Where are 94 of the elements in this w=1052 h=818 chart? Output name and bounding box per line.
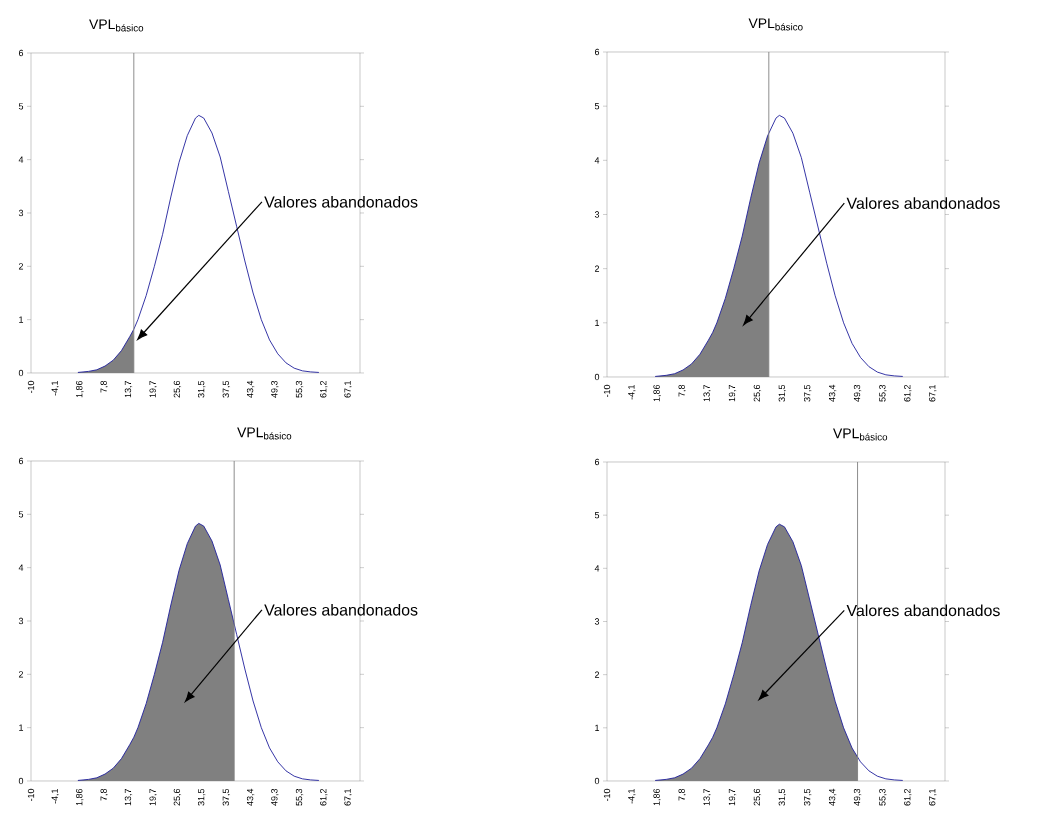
x-tick-label: 37,5 [803, 384, 812, 402]
x-tick-label: -10 [603, 384, 611, 398]
x-tick-label: 7,8 [678, 788, 686, 801]
x-tick-label: 55,3 [295, 788, 304, 806]
y-tick-label: 2 [594, 265, 600, 272]
x-tick-label: 25,6 [173, 788, 182, 806]
x-tick-label: 19,7 [149, 380, 157, 398]
y-tick-label: 2 [18, 263, 24, 270]
y-tick-label: 4 [594, 157, 600, 164]
y-tick-label: 0 [594, 373, 600, 381]
chart-title: VPL$_{básico}$ [748, 18, 803, 31]
x-tick-label: 1,86 [76, 380, 84, 398]
y-tick-label: 6 [18, 457, 24, 465]
x-tick-label: 43,4 [246, 788, 255, 806]
x-tick-label: 37,5 [222, 380, 231, 398]
y-tick-label: 3 [18, 209, 24, 217]
x-tick-label: 31,5 [197, 788, 206, 806]
x-tick-label: 55,3 [295, 380, 304, 398]
x-tick-label: -4,1 [628, 788, 636, 804]
y-tick-label: 2 [594, 671, 600, 678]
y-tick-label: 1 [595, 319, 600, 326]
y-tick-label: 0 [594, 777, 600, 785]
x-tick-label: 43,4 [828, 788, 837, 806]
x-tick-label: 19,7 [728, 788, 737, 806]
y-tick-label: 1 [19, 316, 24, 323]
x-tick-label: 49,3 [271, 788, 279, 806]
x-tick-label: -10 [603, 788, 611, 802]
x-tick-label: -10 [27, 380, 35, 394]
x-tick-label: 31,5 [197, 380, 206, 398]
x-tick-label: 61,2 [320, 788, 328, 806]
y-tick-label: 3 [594, 618, 600, 625]
y-tick-label: 1 [19, 724, 24, 731]
x-tick-label: 19,7 [728, 384, 737, 402]
y-tick-label: 1 [595, 724, 600, 731]
x-tick-label: 13,7 [703, 384, 711, 402]
line-series [77, 114, 320, 373]
x-tick-label: 7,8 [678, 384, 686, 397]
y-tick-label: 5 [594, 103, 600, 110]
y-tick-label: 6 [18, 49, 24, 57]
x-tick-label: -4,1 [628, 384, 636, 400]
y-tick-label: 0 [18, 777, 24, 785]
x-tick-label: 1,86 [76, 788, 84, 806]
chart-title: VPL$_{básico}$ [89, 19, 144, 32]
x-tick-label: -4,1 [51, 380, 59, 396]
x-tick-label: 13,7 [703, 788, 711, 806]
y-tick-label: 4 [18, 564, 24, 571]
y-tick-label: 2 [18, 671, 24, 678]
line-series [77, 522, 320, 781]
chart-title: VPL$_{básico}$ [833, 428, 888, 441]
x-tick-label: 43,4 [246, 380, 255, 398]
y-tick-label: 5 [18, 103, 24, 110]
y-tick-label: 6 [594, 458, 600, 466]
x-tick-label: 31,5 [778, 788, 787, 806]
x-tick-label: 19,7 [149, 788, 157, 806]
x-tick-label: 37,5 [803, 788, 812, 806]
y-tick-label: 3 [594, 211, 600, 218]
annotation: Valores abandonados [846, 197, 1000, 209]
x-tick-label: 31,5 [778, 384, 787, 402]
x-tick-label: 25,6 [753, 788, 762, 806]
y-tick-label: 6 [594, 48, 600, 56]
x-tick-label: 61,2 [904, 788, 912, 806]
y-tick-label: 4 [18, 156, 24, 163]
x-tick-label: 43,4 [828, 384, 837, 402]
x-tick-label: 49,3 [853, 788, 862, 806]
y-tick-label: 3 [18, 617, 24, 625]
y-tick-label: 5 [594, 512, 600, 519]
annotation: Valores abandonados [846, 604, 1000, 617]
chart-title: VPL$_{básico}$ [237, 427, 292, 440]
x-tick-label: 67,1 [929, 788, 937, 806]
x-tick-label: 37,5 [222, 788, 231, 806]
x-tick-label: 25,6 [173, 380, 182, 398]
x-tick-label: 1,86 [653, 788, 661, 806]
x-tick-label: -4,1 [51, 788, 59, 804]
x-tick-label: 67,1 [344, 788, 352, 806]
annotation: Valores abandonados [264, 603, 418, 616]
annotation: Valores abandonados [264, 195, 418, 208]
y-tick-label: 4 [594, 565, 600, 572]
x-tick-label: 61,2 [904, 384, 912, 402]
x-tick-label: -10 [27, 788, 35, 802]
x-tick-label: 67,1 [929, 384, 937, 402]
x-tick-label: 7,8 [100, 788, 108, 801]
y-tick-label: 0 [18, 369, 24, 377]
x-tick-label: 13,7 [124, 380, 133, 398]
x-tick-label: 13,7 [124, 788, 133, 806]
x-tick-label: 1,86 [653, 384, 661, 402]
x-tick-label: 55,3 [879, 788, 887, 806]
x-tick-label: 61,2 [320, 380, 328, 398]
x-tick-label: 67,1 [344, 380, 352, 398]
x-tick-label: 7,8 [100, 380, 108, 393]
y-tick-label: 5 [18, 511, 24, 518]
x-tick-label: 49,3 [853, 384, 862, 402]
x-tick-label: 49,3 [271, 380, 279, 398]
x-tick-label: 25,6 [753, 384, 762, 402]
x-tick-label: 55,3 [879, 384, 887, 402]
